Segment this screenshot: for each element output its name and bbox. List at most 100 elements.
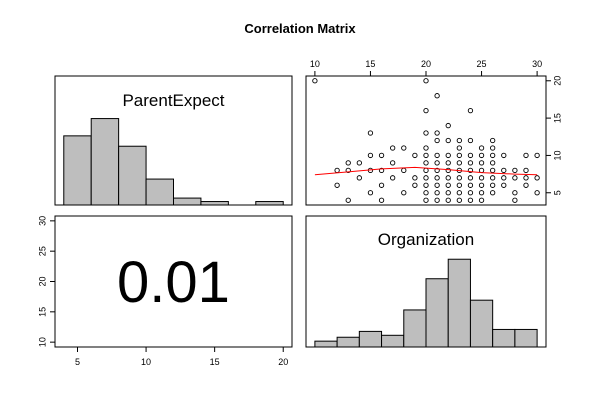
- scatter-point: [423, 182, 429, 188]
- scatter-point: [345, 160, 351, 166]
- panel-frame-tr: [305, 75, 547, 206]
- organization-left-tick-label: 20: [37, 276, 47, 286]
- scatter-point: [434, 182, 440, 188]
- scatter-point: [423, 130, 429, 136]
- scatter-point: [523, 175, 529, 181]
- scatter-point: [467, 175, 474, 181]
- parentexpect-right-tick-label: 5: [552, 190, 562, 195]
- scatter-point: [345, 197, 351, 203]
- scatter-point: [534, 152, 540, 159]
- organization-histogram-bar: [358, 330, 383, 348]
- scatter-point: [478, 160, 485, 166]
- scatter-point: [423, 152, 429, 159]
- organization-histogram-bar: [469, 299, 494, 348]
- scatter-point: [456, 197, 462, 203]
- scatter-point: [334, 167, 340, 174]
- parentexpect-bottom-tick-label: 15: [210, 357, 220, 367]
- organization-left-tick-label: 30: [37, 216, 47, 226]
- scatter-point: [456, 190, 462, 196]
- scatter-point: [523, 182, 529, 188]
- organization-top-tick-label: 20: [421, 59, 431, 69]
- parentexpect-histogram-bar: [90, 118, 120, 206]
- scatter-point: [467, 160, 474, 166]
- scatter-point: [478, 152, 485, 159]
- scatter-point: [478, 167, 485, 174]
- panel-parentexpect-histogram: ParentExpect: [54, 75, 293, 206]
- scatter-point: [423, 107, 429, 114]
- scatter-point: [390, 160, 396, 166]
- scatter-point: [445, 197, 451, 203]
- parentexpect-bottom-tick-label: 20: [278, 357, 288, 367]
- parentexpect-histogram-bar: [63, 135, 92, 206]
- scatter-point: [423, 160, 429, 166]
- scatter-point: [445, 175, 451, 181]
- organization-left-tick-label: 15: [37, 307, 47, 317]
- scatter-point: [423, 78, 429, 84]
- organization-histogram-bar: [514, 328, 538, 348]
- scatter-point: [478, 182, 485, 188]
- scatter-point: [501, 175, 507, 181]
- organization-top-tick-label: 15: [365, 59, 375, 69]
- variable-label-parentexpect: ParentExpect: [122, 91, 224, 110]
- scatter-point: [490, 182, 496, 188]
- scatter-point: [490, 145, 496, 151]
- scatter-point: [523, 167, 529, 174]
- scatter-point: [312, 78, 318, 84]
- organization-top-tick-label: 10: [310, 59, 320, 69]
- scatter-point: [490, 167, 496, 174]
- scatter-point: [434, 160, 440, 166]
- parentexpect-histogram-bar: [255, 201, 284, 206]
- parentexpect-bottom-tick-label: 5: [75, 357, 80, 367]
- scatter-point: [401, 145, 407, 151]
- parentexpect-right-tick-label: 10: [552, 150, 562, 160]
- organization-histogram-bar: [425, 278, 449, 348]
- scatter-point: [478, 190, 485, 196]
- scatter-point: [490, 152, 496, 159]
- scatter-point: [456, 137, 462, 144]
- scatter-point: [523, 152, 529, 159]
- scatter-point: [456, 160, 462, 166]
- scatter-point: [534, 175, 540, 181]
- scatter-point: [467, 190, 474, 196]
- scatter-point: [512, 190, 518, 196]
- axes: 10 15 20 25 30 5 10 15 20 5 10 15 20 10 15 20 25 30: [37, 59, 562, 367]
- scatter-point: [445, 137, 451, 144]
- organization-left-tick-label: 25: [37, 246, 47, 256]
- scatter-point: [456, 152, 462, 159]
- scatter-point: [456, 175, 462, 181]
- panel-correlation-value: 0.01: [54, 215, 293, 348]
- scatter-point: [423, 197, 429, 203]
- scatter-point: [467, 137, 474, 144]
- scatter-point: [434, 152, 440, 159]
- scatter-point: [445, 160, 451, 166]
- scatter-point: [445, 152, 451, 159]
- organization-histogram-bar: [381, 334, 405, 348]
- scatter-point: [445, 190, 451, 196]
- scatter-point: [390, 145, 396, 151]
- scatter-point: [501, 167, 507, 174]
- scatter-point: [456, 182, 462, 188]
- parentexpect-histogram-bar: [200, 201, 229, 206]
- scatter-point: [378, 167, 385, 174]
- scatter-point: [423, 145, 429, 151]
- parentexpect-histogram-bar: [173, 197, 202, 206]
- scatter-point: [412, 175, 418, 181]
- scatter-point: [434, 197, 440, 203]
- scatter-point: [390, 175, 396, 181]
- scatter-point: [490, 190, 496, 196]
- parentexpect-histogram-bar: [118, 145, 147, 206]
- organization-histogram-bar: [492, 328, 516, 348]
- scatter-point: [467, 107, 474, 114]
- scatter-point: [445, 167, 451, 174]
- organization-histogram-bar: [314, 340, 338, 348]
- scatter-point: [467, 197, 474, 203]
- scatter-point: [434, 137, 440, 144]
- scatter-point: [478, 175, 485, 181]
- panel-organization-histogram: Organization: [305, 215, 547, 348]
- scatter-point: [434, 130, 440, 136]
- scatter-point: [423, 175, 429, 181]
- correlation-value: 0.01: [117, 250, 230, 315]
- scatter-point: [412, 182, 418, 188]
- scatter-point: [434, 190, 440, 196]
- scatter-point: [434, 167, 440, 174]
